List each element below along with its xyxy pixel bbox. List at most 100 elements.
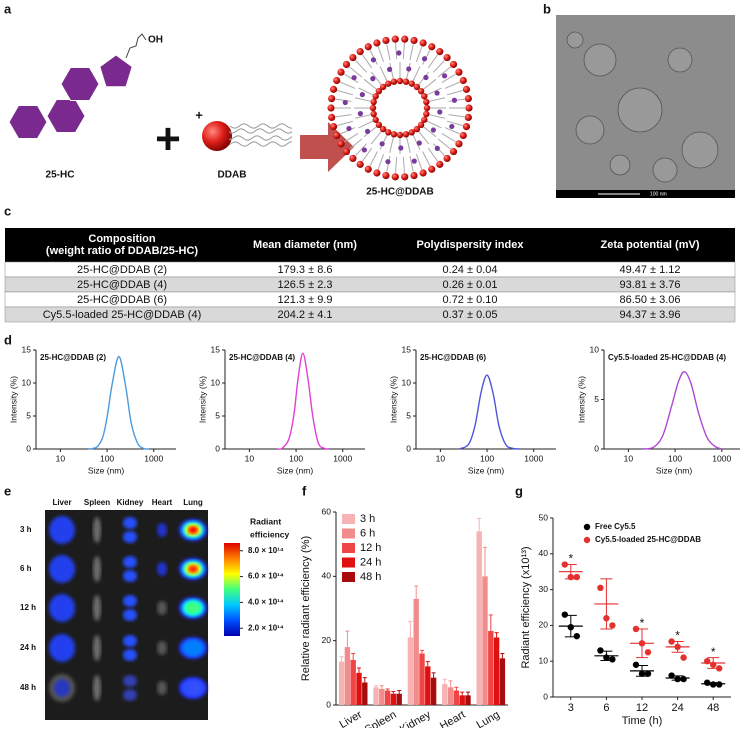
bar xyxy=(425,666,431,705)
y-tick-label: 10 xyxy=(590,344,600,354)
x-tick-label: 48 xyxy=(707,702,719,714)
error-bar xyxy=(448,680,453,688)
lipid-head xyxy=(464,113,472,121)
y-tick-label: 15 xyxy=(211,344,221,354)
lipid-tail xyxy=(423,126,437,138)
lipid-tail xyxy=(349,138,363,150)
legend-marker xyxy=(583,523,591,531)
error-bar xyxy=(488,614,493,632)
cholesterol xyxy=(387,66,393,72)
significance: * xyxy=(568,552,573,566)
lipid-head xyxy=(379,125,387,133)
lipid-tail xyxy=(340,81,356,89)
lipid-tail xyxy=(429,114,445,119)
x-tick-label: Spleen xyxy=(363,709,399,728)
lipid-head xyxy=(423,104,431,112)
organ xyxy=(123,556,137,568)
cholesterol xyxy=(364,128,371,135)
time-label: 6 h xyxy=(20,564,32,573)
organ-label: Spleen xyxy=(84,498,110,507)
table-cell: 49.47 ± 1.12 xyxy=(619,264,680,276)
organ xyxy=(93,635,101,661)
lipid-head xyxy=(342,60,351,69)
point xyxy=(603,654,610,661)
organ xyxy=(93,595,101,621)
scale-label: 100 nm xyxy=(650,191,667,197)
lipid-tail xyxy=(415,154,423,170)
cholesterol xyxy=(359,91,365,98)
error-bar xyxy=(483,546,487,577)
lipid-head xyxy=(349,53,357,62)
lipid-tail xyxy=(448,114,465,118)
lipid-head xyxy=(419,169,427,177)
x-axis-label: Time (h) xyxy=(622,715,663,727)
x-tick-label: 100 xyxy=(668,453,682,463)
table-cell: 25-HC@DDAB (4) xyxy=(77,279,167,291)
lipid-tail xyxy=(363,78,377,90)
legend-label: 12 h xyxy=(360,542,381,554)
organ xyxy=(93,556,101,582)
bar xyxy=(413,598,419,705)
head-group xyxy=(202,121,232,151)
colorbar-tick-label: 4.0 × 10¹⁴ xyxy=(248,598,284,607)
x-tick-label: 100 xyxy=(480,453,494,463)
lipid-head xyxy=(337,140,345,148)
organ xyxy=(157,601,167,615)
y-tick-label: 0 xyxy=(215,443,220,453)
lipid-head xyxy=(408,80,415,87)
organ xyxy=(188,565,198,573)
table-header: Zeta potential (mV) xyxy=(600,239,699,251)
lipid-head xyxy=(369,104,377,112)
lipid-head xyxy=(421,93,428,100)
bar xyxy=(447,687,454,705)
organ xyxy=(188,526,198,534)
y-tick-label: 0 xyxy=(26,443,31,453)
x-tick-label: 24 xyxy=(671,702,683,714)
lipid-tail xyxy=(423,78,437,90)
cholesterol xyxy=(430,127,436,133)
y-axis-label: Radiant efficiency (x10¹³) xyxy=(520,546,532,668)
lipid-tail xyxy=(362,54,373,69)
y-tick-label: 10 xyxy=(402,377,412,387)
bar xyxy=(493,637,500,705)
lipid-head xyxy=(428,165,436,173)
organ-label: Lung xyxy=(183,498,203,507)
lipid-head xyxy=(455,68,463,76)
x-tick-label: Heart xyxy=(438,709,467,728)
y-axis-label: Intensity (%) xyxy=(197,376,207,423)
x-tick-label: 1000 xyxy=(524,453,543,463)
point xyxy=(668,672,675,679)
lipid-head xyxy=(417,87,425,95)
organ xyxy=(123,649,137,661)
point xyxy=(561,611,568,618)
y-axis-label: Intensity (%) xyxy=(388,376,398,423)
point xyxy=(710,681,717,688)
organ xyxy=(49,634,75,662)
legend-marker xyxy=(583,536,591,544)
cholesterol xyxy=(351,75,357,81)
error-bar xyxy=(408,620,413,638)
lipid-tail xyxy=(355,114,371,119)
point xyxy=(710,661,717,668)
cholesterol xyxy=(406,66,412,72)
y-tick-label: 0 xyxy=(594,443,599,453)
y-axis-label: Relative radiant efficiency (%) xyxy=(300,536,312,681)
cholesterol xyxy=(396,50,402,56)
organ xyxy=(157,681,167,695)
tail xyxy=(229,128,293,134)
lipid-head xyxy=(462,85,471,93)
lipid-tail xyxy=(441,133,456,143)
vesicle xyxy=(583,43,617,77)
table-cell: 25-HC@DDAB (2) xyxy=(77,264,167,276)
point xyxy=(644,670,652,677)
lipid-tail xyxy=(358,120,374,129)
arrow xyxy=(300,122,354,172)
error-bar xyxy=(374,685,378,688)
x-axis-label: Size (nm) xyxy=(656,465,693,475)
vesicle xyxy=(609,154,631,176)
lipid-head xyxy=(419,39,427,47)
cholesterol xyxy=(434,90,440,96)
bar xyxy=(465,695,471,705)
cholesterol xyxy=(449,123,455,130)
ring xyxy=(60,67,100,101)
